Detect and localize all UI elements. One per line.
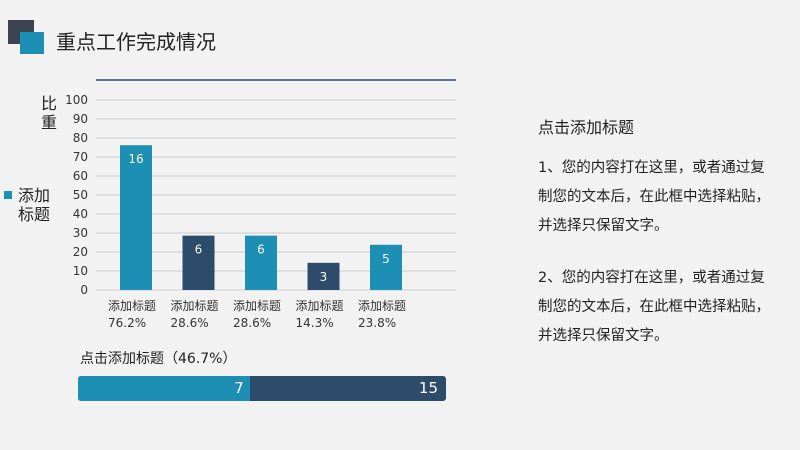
y-tick-label: 100 [65,93,88,107]
bar [120,145,152,290]
x-tick-label: 添加标题 [358,299,406,313]
logo-blue-square [20,32,44,54]
legend-swatch [4,191,12,199]
logo-squares [8,20,44,54]
x-tick-sublabel: 28.6% [233,316,271,330]
bar [245,235,277,290]
text-panel-title: 点击添加标题 [538,118,635,137]
y-tick-label: 0 [80,283,88,297]
y-tick-label: 40 [73,207,88,221]
x-tick-label: 添加标题 [108,299,156,313]
progress-fill [78,376,250,401]
bar-data-label: 5 [382,252,390,266]
paragraph-2: 2、您的内容打在这里，或者通过复制您的文本后，在此框中选择粘贴，并选择只保留文字… [538,270,770,344]
legend-label: 添加标题 [18,186,51,224]
bar [370,244,402,290]
bar [182,235,215,290]
y-tick-label: 90 [73,112,88,126]
y-tick-label: 80 [73,131,88,145]
x-tick-sublabel: 76.2% [108,316,146,330]
x-tick-sublabel: 14.3% [296,316,334,330]
bar-data-label: 3 [320,270,328,284]
y-tick-label: 50 [73,188,88,202]
text-panel: 点击添加标题 1、您的内容打在这里，或者通过复制您的文本后，在此框中选择粘贴，并… [538,114,778,374]
y-tick-label: 60 [73,169,88,183]
x-tick-label: 添加标题 [233,299,281,313]
x-tick-sublabel: 28.6% [171,316,209,330]
progress-total-label: 15 [418,379,438,397]
y-tick-label: 70 [73,150,88,164]
page-title: 重点工作完成情况 [56,30,216,54]
progress-title: 点击添加标题（46.7%） [80,351,237,367]
progress-bar: 7 15 [78,376,446,401]
x-tick-label: 添加标题 [296,299,344,313]
bar [307,262,340,290]
y-tick-label: 10 [73,264,88,278]
x-tick-label: 添加标题 [171,299,219,313]
x-tick-sublabel: 23.8% [358,316,396,330]
y-tick-label: 30 [73,226,88,240]
y-tick-label: 20 [73,245,88,259]
paragraph-1: 1、您的内容打在这里，或者通过复制您的文本后，在此框中选择粘贴，并选择只保留文字… [538,160,770,234]
bar-data-label: 16 [128,152,143,166]
progress-completed-label: 7 [234,379,244,397]
bar-data-label: 6 [195,243,203,257]
y-axis-label: 比重 [40,94,57,132]
bar-data-label: 6 [257,243,265,257]
